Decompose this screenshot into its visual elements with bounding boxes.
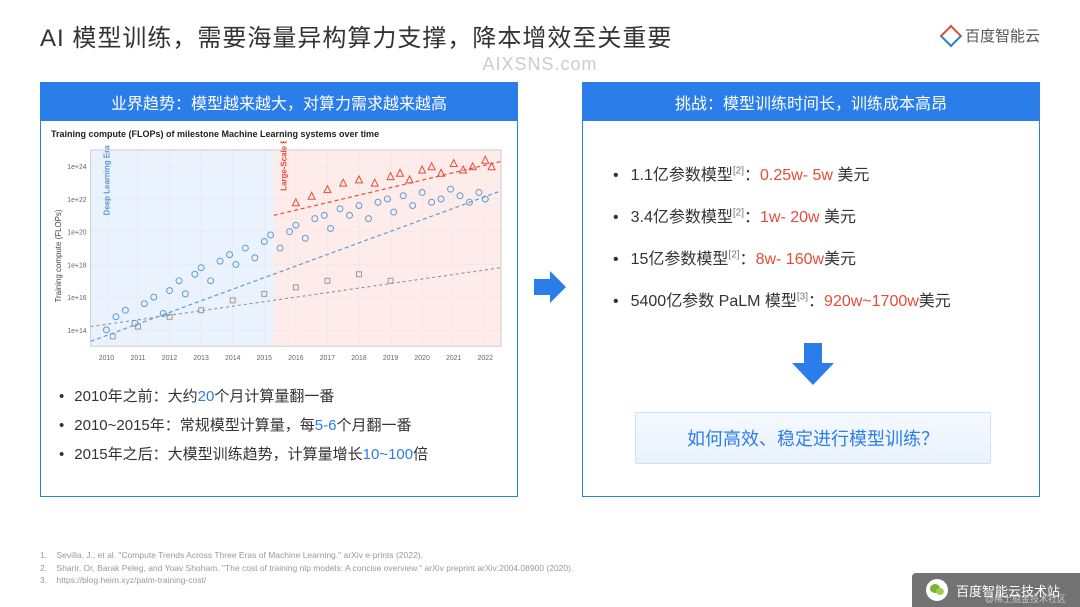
chart-svg: 1e+14 1e+16 1e+18 1e+20 1e+22 1e+24 2010 2011 20… xyxy=(51,141,507,371)
slide-title: AI 模型训练，需要海量异构算力支撑，降本增效至关重要 xyxy=(40,18,672,53)
right-bullet-item: 1.1亿参数模型[2]：0.25w- 5w 美元 xyxy=(613,161,1013,185)
svg-text:Large-Scale Era: Large-Scale Era xyxy=(279,141,288,191)
right-panel-body: 1.1亿参数模型[2]：0.25w- 5w 美元 3.4亿参数模型[2]：1w- … xyxy=(583,121,1039,474)
svg-text:2010: 2010 xyxy=(99,355,115,362)
svg-text:Deep Learning Era: Deep Learning Era xyxy=(103,145,112,216)
slide-header: AI 模型训练，需要海量异构算力支撑，降本增效至关重要 百度智能云 xyxy=(40,18,1040,53)
left-bullet-item: 2015年之后：大模型训练趋势，计算量增长10~100倍 xyxy=(59,443,499,464)
question-box: 如何高效、稳定进行模型训练？ xyxy=(635,412,991,464)
svg-text:2021: 2021 xyxy=(446,355,462,362)
references: 1. Sevilla, J., et al. "Compute Trends A… xyxy=(40,549,573,587)
svg-text:2022: 2022 xyxy=(478,355,494,362)
svg-text:2016: 2016 xyxy=(288,355,304,362)
right-bullet-item: 5400亿参数 PaLM 模型[3]：920w~1700w美元 xyxy=(613,287,1013,311)
svg-text:2011: 2011 xyxy=(131,355,146,362)
right-bullet-list: 1.1亿参数模型[2]：0.25w- 5w 美元 3.4亿参数模型[2]：1w- … xyxy=(613,161,1013,311)
svg-text:1e+16: 1e+16 xyxy=(67,295,87,302)
panels-row: 业界趋势：模型越来越大，对算力需求越来越高 Training compute (… xyxy=(40,82,1040,497)
wechat-icon xyxy=(926,579,948,601)
svg-text:1e+18: 1e+18 xyxy=(67,262,87,269)
scatter-chart: 1e+14 1e+16 1e+18 1e+20 1e+22 1e+24 2010 2011 20… xyxy=(51,141,507,371)
svg-text:2017: 2017 xyxy=(320,355,336,362)
svg-text:1e+24: 1e+24 xyxy=(67,164,87,171)
svg-text:2018: 2018 xyxy=(351,355,367,362)
right-panel: 挑战：模型训练时间长，训练成本高昂 1.1亿参数模型[2]：0.25w- 5w … xyxy=(582,82,1040,497)
svg-text:1e+20: 1e+20 xyxy=(67,230,87,237)
right-panel-header: 挑战：模型训练时间长，训练成本高昂 xyxy=(583,83,1039,121)
left-panel: 业界趋势：模型越来越大，对算力需求越来越高 Training compute (… xyxy=(40,82,518,497)
slide-root: AI 模型训练，需要海量异构算力支撑，降本增效至关重要 百度智能云 AIXSNS… xyxy=(0,0,1080,607)
watermark-text: AIXSNS.com xyxy=(482,54,597,75)
reference-line: 2. Sharir, Or, Barak Peleg, and Yoav Sho… xyxy=(40,562,573,575)
logo-icon xyxy=(940,24,963,47)
arrow-right-icon xyxy=(532,269,568,310)
left-bullet-item: 2010~2015年：常规模型计算量，每5-6个月翻一番 xyxy=(59,414,499,435)
community-tag: @稀土掘金技术社区 xyxy=(985,592,1066,605)
right-bullet-item: 3.4亿参数模型[2]：1w- 20w 美元 xyxy=(613,203,1013,227)
svg-text:2019: 2019 xyxy=(383,355,399,362)
baidu-cloud-logo: 百度智能云 xyxy=(943,25,1040,46)
chart-wrap: Training compute (FLOPs) of milestone Ma… xyxy=(41,121,517,371)
svg-text:2014: 2014 xyxy=(225,355,241,362)
reference-line: 3. https://blog.heim.xyz/palm-training-c… xyxy=(40,574,573,587)
reference-line: 1. Sevilla, J., et al. "Compute Trends A… xyxy=(40,549,573,562)
left-bullet-item: 2010年之前：大约20个月计算量翻一番 xyxy=(59,385,499,406)
svg-text:2012: 2012 xyxy=(162,355,178,362)
left-panel-header: 业界趋势：模型越来越大，对算力需求越来越高 xyxy=(41,83,517,121)
svg-text:2013: 2013 xyxy=(193,355,209,362)
svg-text:1e+22: 1e+22 xyxy=(67,197,87,204)
chart-title: Training compute (FLOPs) of milestone Ma… xyxy=(51,129,507,139)
logo-text: 百度智能云 xyxy=(965,25,1040,46)
arrow-down-icon xyxy=(613,339,1013,394)
left-bullet-list: 2010年之前：大约20个月计算量翻一番 2010~2015年：常规模型计算量，每… xyxy=(41,371,517,482)
svg-text:Training compute (FLOPs): Training compute (FLOPs) xyxy=(54,209,63,302)
svg-text:2020: 2020 xyxy=(414,355,430,362)
right-bullet-item: 15亿参数模型[2]：8w- 160w美元 xyxy=(613,245,1013,269)
svg-text:1e+14: 1e+14 xyxy=(67,328,87,335)
svg-text:2015: 2015 xyxy=(257,355,273,362)
